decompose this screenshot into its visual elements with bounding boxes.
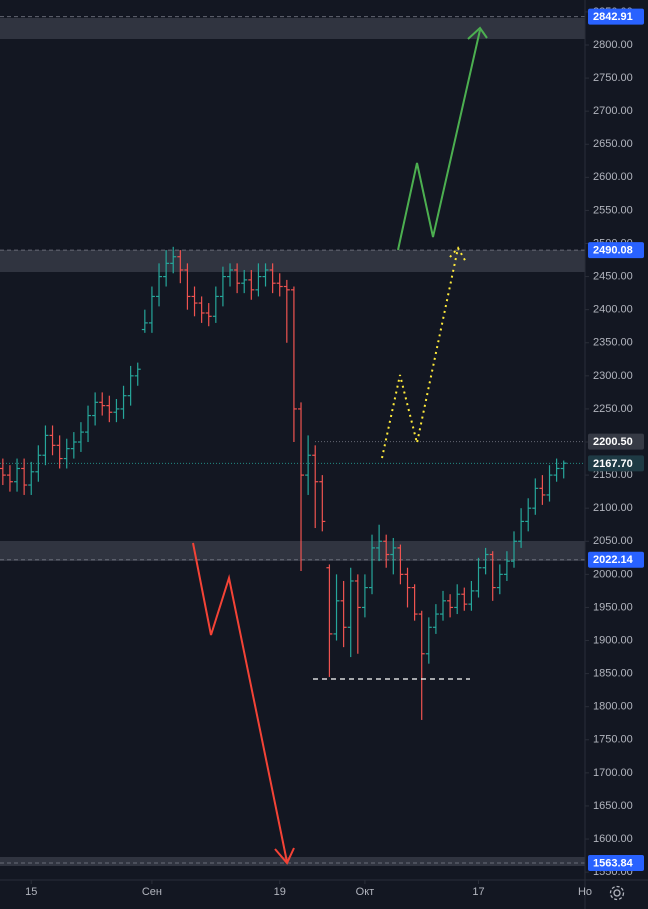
zone: [0, 857, 585, 866]
level-lines: [0, 16, 585, 864]
level-tag-label: 2167.70: [593, 458, 633, 470]
level-tag-label: 2490.08: [593, 244, 633, 256]
y-tick-label: 1900.00: [593, 634, 633, 646]
price-bars: [0, 246, 567, 720]
y-tick-label: 2000.00: [593, 568, 633, 580]
alt-path: [381, 247, 459, 459]
settings-icon[interactable]: [609, 885, 625, 901]
level-tag-label: 2200.50: [593, 436, 633, 448]
x-tick-label: 17: [472, 886, 484, 898]
level-tag: [588, 8, 644, 25]
y-tick-label: 2750.00: [593, 72, 633, 84]
y-tick-label: 2300.00: [593, 370, 633, 382]
axis-labels: 1550.001600.001650.001700.001750.001800.…: [25, 6, 633, 898]
level-tag: [588, 433, 644, 450]
level-tag-label: 1563.84: [593, 857, 634, 869]
level-tag: [588, 551, 644, 568]
y-tick-label: 2350.00: [593, 337, 633, 349]
level-tag-label: 2022.14: [593, 554, 634, 566]
y-tick-label: 2550.00: [593, 204, 633, 216]
arrow-head: [467, 26, 488, 40]
y-tick-label: 2800.00: [593, 39, 633, 51]
level-tags: 2842.91 2490.08 2200.50 2167.70 2022.14 1563.…: [588, 8, 644, 871]
y-tick-label: 2600.00: [593, 171, 633, 183]
y-tick-label: 1700.00: [593, 767, 633, 779]
price-axis: [585, 0, 648, 909]
zone: [0, 541, 585, 561]
zones: [0, 18, 585, 866]
y-tick-label: 2400.00: [593, 304, 633, 316]
level-tag: [588, 242, 644, 259]
x-tick-label: Но: [578, 886, 592, 898]
y-tick-label: 1750.00: [593, 734, 633, 746]
icon-part: [609, 885, 625, 901]
y-tick-label: 2450.00: [593, 270, 633, 282]
y-tick-label: 1950.00: [593, 601, 633, 613]
bull-path: [397, 29, 481, 251]
x-tick-label: 19: [274, 886, 286, 898]
drawings: [192, 26, 488, 865]
level-tag: [588, 455, 644, 472]
y-tick-label: 1800.00: [593, 701, 633, 713]
arrow-head: [274, 847, 295, 865]
y-tick-label: 2650.00: [593, 138, 633, 150]
level-tag: [588, 854, 644, 871]
y-tick-label: 1850.00: [593, 668, 633, 680]
icon-part: [613, 889, 621, 897]
y-tick-label: 2250.00: [593, 403, 633, 415]
y-tick-label: 2150.00: [593, 469, 633, 481]
x-tick-label: 15: [25, 886, 37, 898]
x-tick-label: Сен: [142, 886, 162, 898]
zone: [0, 250, 585, 272]
y-tick-label: 2050.00: [593, 535, 633, 547]
zone: [0, 18, 585, 39]
bear-path: [192, 542, 288, 863]
y-tick-label: 1600.00: [593, 833, 633, 845]
x-tick-label: Окт: [356, 886, 375, 898]
y-tick-label: 2700.00: [593, 105, 633, 117]
arrow-head: [449, 246, 467, 263]
y-tick-label: 1650.00: [593, 800, 633, 812]
y-tick-label: 2100.00: [593, 502, 633, 514]
level-tag-label: 2842.91: [593, 11, 633, 23]
